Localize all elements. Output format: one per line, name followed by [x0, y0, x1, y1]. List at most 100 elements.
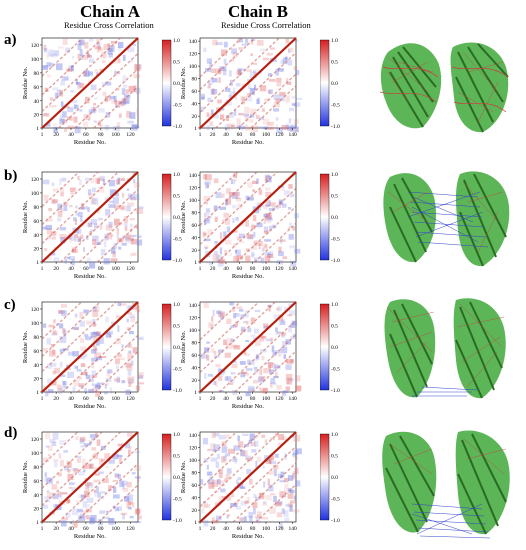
- protein-ribbon-right: [453, 298, 506, 399]
- y-tick-label: 120: [189, 316, 198, 322]
- colorbar-tick-label: -0.5: [331, 237, 340, 243]
- y-tick-label: 60: [192, 353, 198, 359]
- chain-a-subtitle: Residue Cross Correlation: [64, 20, 154, 30]
- self-correlation-diagonal: [41, 301, 139, 393]
- x-tick-label: 1: [41, 396, 44, 402]
- y-tick-label: 140: [189, 303, 198, 309]
- x-tick-label: 140: [289, 396, 298, 402]
- colorbar-tick-label: 0.0: [331, 215, 338, 221]
- self-correlation-diagonal: [41, 37, 139, 129]
- y-tick-label: 60: [34, 479, 40, 485]
- x-tick-label: 140: [289, 526, 298, 532]
- colorbar-tick-label: 0.0: [173, 475, 180, 481]
- y-tick-label: 20: [192, 378, 198, 384]
- x-tick-label: 80: [250, 132, 256, 138]
- y-tick-label: 60: [192, 89, 198, 95]
- x-tick-label: 80: [98, 266, 104, 272]
- x-tick-label: 100: [112, 526, 121, 532]
- y-tick-label: 40: [192, 496, 198, 502]
- y-tick-label: 1: [36, 126, 39, 132]
- x-tick-label: 20: [210, 526, 216, 532]
- x-tick-label: 1: [41, 266, 44, 272]
- y-axis-label: Residue No.: [22, 201, 29, 234]
- colorbar-tick-label: -1.0: [331, 258, 340, 264]
- colorbar-tick-label: -0.5: [173, 367, 182, 373]
- x-tick-label: 1: [199, 266, 202, 272]
- colorbar-tick-label: 0.5: [331, 454, 338, 460]
- y-tick-label: 80: [192, 211, 198, 217]
- x-tick-label: 1: [41, 132, 44, 138]
- colorbar-tick-label: -0.5: [331, 497, 340, 503]
- y-tick-label: 1: [194, 260, 197, 266]
- x-tick-label: 20: [53, 132, 59, 138]
- colorbar-tick-label: 0.5: [173, 324, 180, 330]
- y-tick-label: 80: [34, 465, 40, 471]
- y-tick-label: 20: [34, 247, 40, 253]
- colorbar-tick-label: 0.5: [173, 60, 180, 66]
- colorbar-tick-label: 0.5: [173, 454, 180, 460]
- x-tick-label: 140: [289, 266, 298, 272]
- y-tick-label: 40: [192, 236, 198, 242]
- y-tick-label: 120: [189, 52, 198, 58]
- colorbar-b-chain_b: 1.0 0.5 0.0 -0.5 -1.0: [320, 172, 340, 264]
- y-tick-label: 100: [31, 57, 40, 63]
- y-tick-label: 80: [34, 71, 40, 77]
- y-tick-label: 100: [31, 191, 40, 197]
- y-axis-label: Residue No.: [22, 461, 29, 494]
- y-axis-label: Residue No.: [180, 331, 187, 364]
- anti-correlation-lines: [407, 191, 489, 248]
- heatmap-d-chain_b: 112020404060608080100100120120140140Resi…: [180, 431, 302, 540]
- y-tick-label: 100: [189, 198, 198, 204]
- structure-image-d: [382, 430, 510, 539]
- x-tick-label: 40: [223, 132, 229, 138]
- x-tick-label: 40: [68, 132, 74, 138]
- y-tick-label: 100: [31, 321, 40, 327]
- x-tick-label: 20: [210, 396, 216, 402]
- colorbar-tick-label: -1.0: [331, 518, 340, 524]
- colorbar-d-chain_a: 1.0 0.5 0.0 -0.5 -1.0: [162, 432, 182, 524]
- x-tick-label: 60: [237, 266, 243, 272]
- x-tick-label: 80: [98, 132, 104, 138]
- x-tick-label: 60: [83, 396, 89, 402]
- x-tick-label: 60: [83, 132, 89, 138]
- colorbar-tick-label: -0.5: [173, 237, 182, 243]
- y-tick-label: 40: [34, 233, 40, 239]
- x-tick-label: 20: [53, 396, 59, 402]
- x-tick-label: 80: [98, 526, 104, 532]
- colorbar-tick-label: 1.0: [331, 302, 338, 308]
- y-tick-label: 80: [192, 77, 198, 83]
- colorbar-a-chain_a: 1.0 0.5 0.0 -0.5 -1.0: [162, 38, 182, 130]
- self-correlation-diagonal: [199, 37, 297, 129]
- y-tick-label: 100: [31, 451, 40, 457]
- colorbar-tick-label: 0.0: [173, 345, 180, 351]
- colorbar-c-chain_b: 1.0 0.5 0.0 -0.5 -1.0: [320, 302, 340, 394]
- x-tick-label: 100: [262, 526, 271, 532]
- x-tick-label: 20: [210, 132, 216, 138]
- y-tick-label: 140: [189, 433, 198, 439]
- colorbar-tick-label: 1.0: [173, 302, 180, 308]
- colorbar-tick-label: 1.0: [331, 432, 338, 438]
- x-tick-label: 120: [126, 526, 135, 532]
- structure-image-c: [384, 298, 506, 399]
- x-tick-label: 40: [223, 526, 229, 532]
- colorbar-tick-label: -1.0: [173, 124, 182, 130]
- y-tick-label: 80: [192, 341, 198, 347]
- colorbar-tick-label: -1.0: [173, 258, 182, 264]
- y-axis-label: Residue No.: [180, 67, 187, 100]
- x-tick-label: 60: [237, 526, 243, 532]
- y-tick-label: 100: [189, 458, 198, 464]
- protein-ribbon-right: [450, 42, 509, 133]
- y-tick-label: 40: [192, 102, 198, 108]
- colorbar-tick-label: -1.0: [173, 518, 182, 524]
- y-tick-label: 120: [31, 307, 40, 313]
- colorbar-tick-label: 0.0: [173, 81, 180, 87]
- colorbar-tick-label: 0.0: [331, 81, 338, 87]
- x-tick-label: 40: [223, 266, 229, 272]
- y-tick-label: 60: [192, 223, 198, 229]
- y-tick-label: 60: [34, 349, 40, 355]
- x-tick-label: 60: [237, 132, 243, 138]
- x-tick-label: 120: [275, 526, 284, 532]
- y-tick-label: 140: [189, 39, 198, 45]
- colorbar-a-chain_b: 1.0 0.5 0.0 -0.5 -1.0: [320, 38, 340, 130]
